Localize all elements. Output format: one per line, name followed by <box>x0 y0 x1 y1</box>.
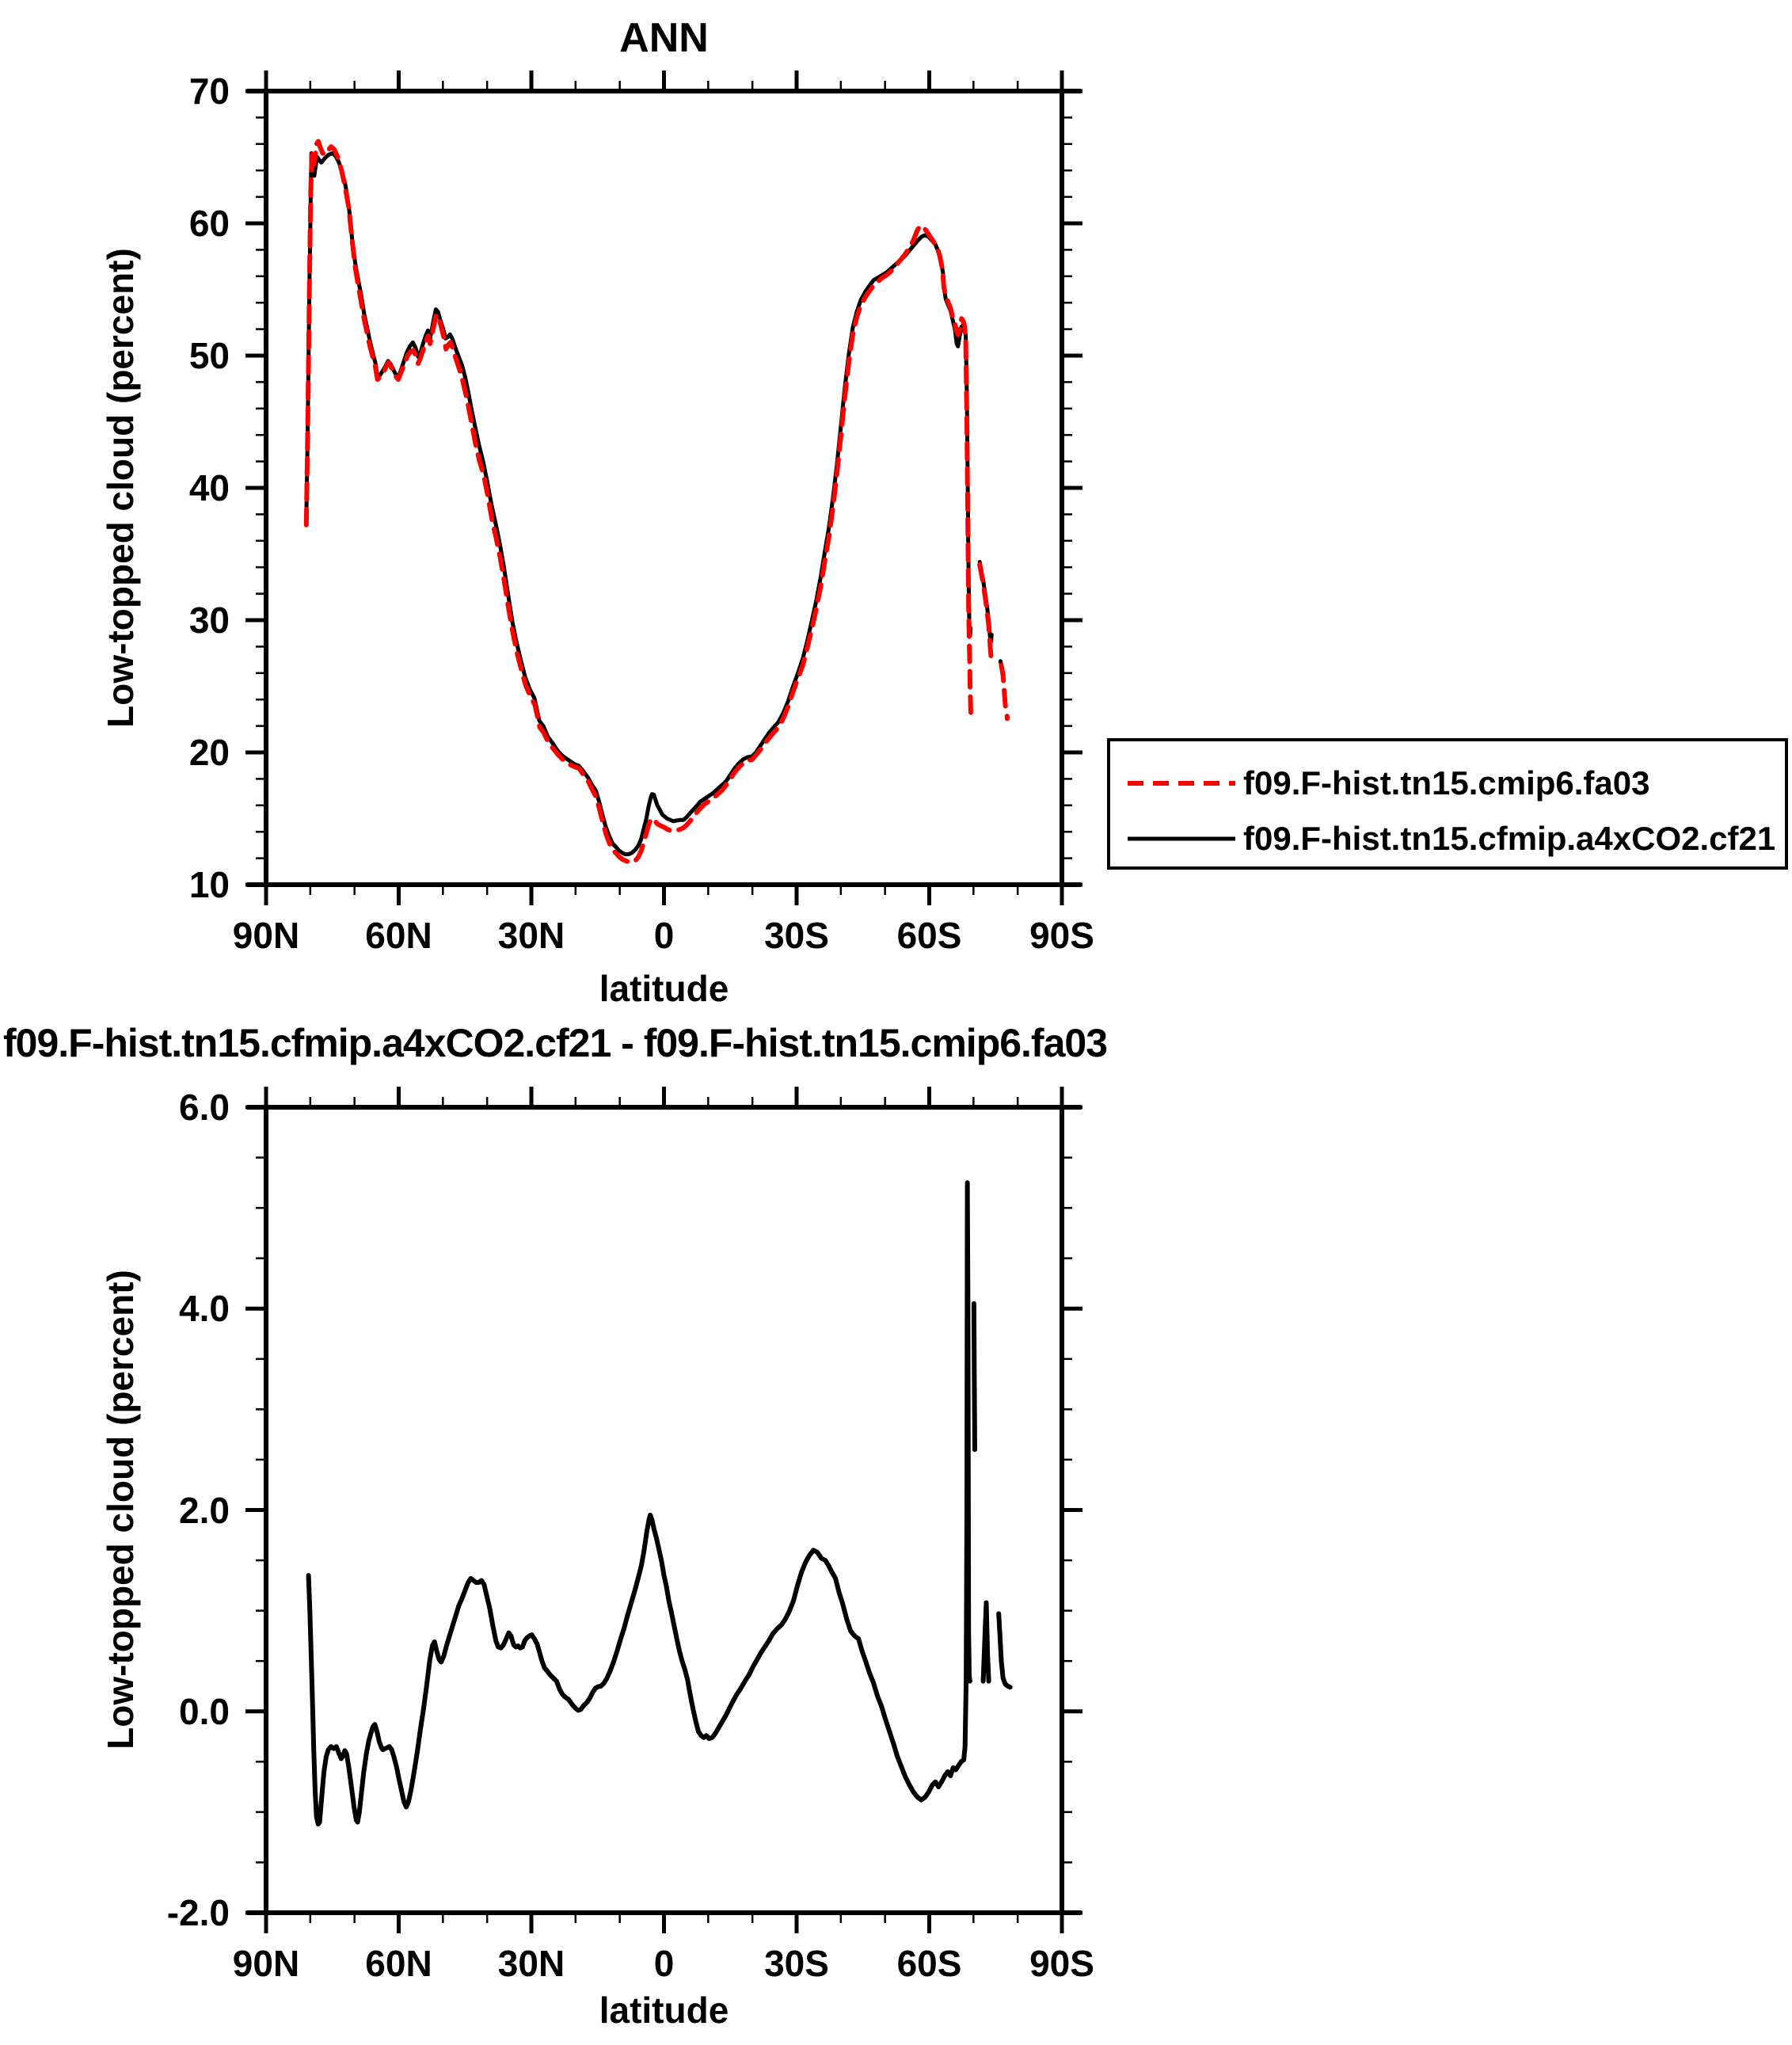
y-tick-label: 50 <box>188 335 230 376</box>
legend-samples-svg <box>1128 781 1235 841</box>
panel2-x-axis-title: latitude <box>599 1990 729 2031</box>
series-curve-difference-cf21-fa03- <box>971 1300 977 1453</box>
x-tick-label: 60S <box>896 1943 962 1984</box>
x-tick-label: 0 <box>653 1943 675 1984</box>
series-curve-f09-f-hist-tn15-cmip6-fa03 <box>999 662 1009 714</box>
x-tick-label: 60N <box>365 1943 432 1984</box>
y-tick-label: -2.0 <box>166 1892 230 1933</box>
y-tick-label: 2.0 <box>179 1489 230 1531</box>
y-tick-label: 20 <box>188 732 230 773</box>
series-curve-f09-f-hist-tn15-cmip6-fa03 <box>303 139 973 865</box>
legend-label-black-series: f09.F-hist.tn15.cfmip.a4xCO2.cf21 <box>1243 820 1776 857</box>
x-tick-label: 90S <box>1029 1943 1094 1984</box>
x-tick-label: 90N <box>232 915 300 956</box>
legend-box: f09.F-hist.tn15.cmip6.fa03 f09.F-hist.tn… <box>1107 738 1788 870</box>
x-tick-label: 30S <box>764 915 829 956</box>
panel2-title: f09.F-hist.tn15.cfmip.a4xCO2.cf21 - f09.… <box>3 1021 1108 1065</box>
panel1-title: ANN <box>619 15 709 61</box>
y-tick-label: 40 <box>188 467 230 508</box>
series-curve-difference-cf21-fa03- <box>980 1600 991 1684</box>
panel1-x-axis-title: latitude <box>599 968 729 1009</box>
y-tick-label: 30 <box>188 600 230 641</box>
x-tick-label: 90N <box>232 1943 300 1984</box>
series-curve-difference-cf21-fa03- <box>996 1611 1013 1690</box>
y-tick-label: 70 <box>188 70 230 112</box>
x-tick-label: 60N <box>365 915 432 956</box>
y-tick-label: 10 <box>188 864 230 905</box>
legend-label-red-series: f09.F-hist.tn15.cmip6.fa03 <box>1243 764 1650 802</box>
x-tick-label: 30N <box>497 1943 565 1984</box>
y-tick-label: 60 <box>188 203 230 244</box>
series-curve-f09-f-hist-tn15-cmip6-fa03 <box>977 562 994 659</box>
x-tick-label: 30S <box>764 1943 829 1984</box>
y-tick-label: 0.0 <box>179 1690 230 1732</box>
y-tick-label: 6.0 <box>179 1087 230 1128</box>
series-curve-f09-f-hist-tn15-cfmip-a4xco2-cf21 <box>304 151 973 857</box>
x-tick-label: 60S <box>896 915 962 956</box>
x-tick-label: 30N <box>497 915 565 956</box>
series-curve-difference-cf21-fa03- <box>306 1180 972 1827</box>
y-tick-label: 4.0 <box>179 1288 230 1330</box>
x-tick-label: 90S <box>1029 915 1094 956</box>
x-tick-label: 0 <box>653 915 675 956</box>
